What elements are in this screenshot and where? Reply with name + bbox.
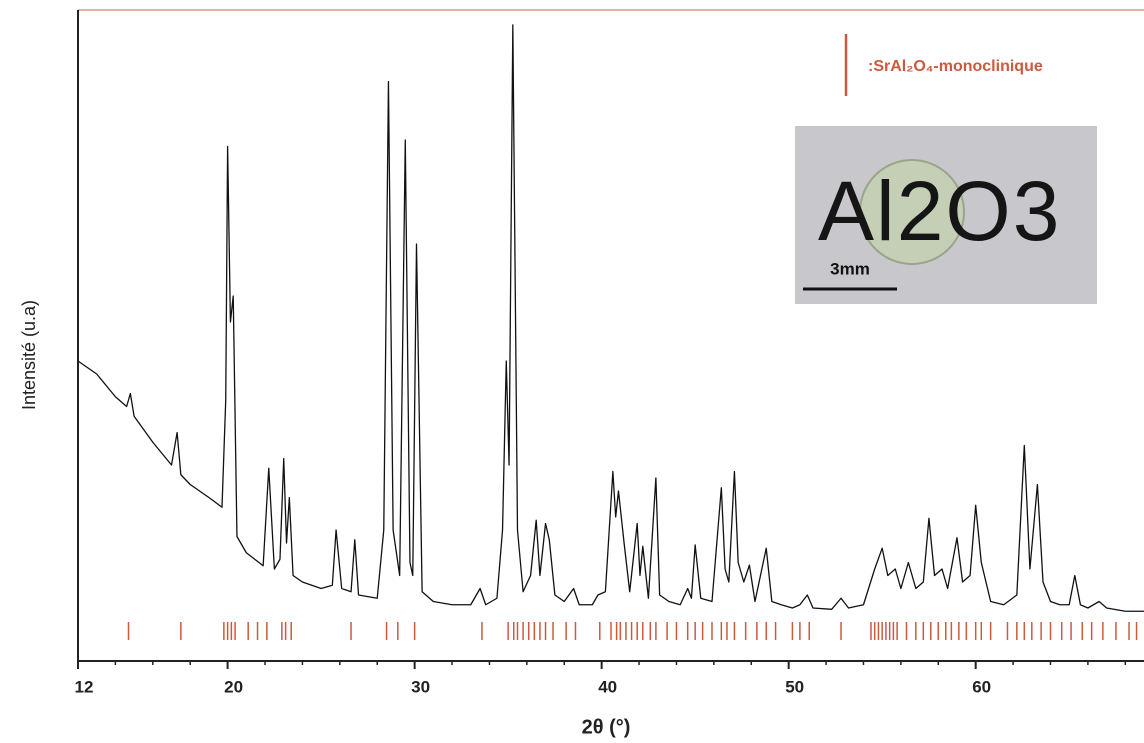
legend-label: :SrAl₂O₄-monoclinique bbox=[868, 58, 1043, 75]
inset-photo: Al2O3 3mm bbox=[795, 126, 1097, 304]
x-tick-label: 40 bbox=[598, 677, 617, 696]
x-tick-label: 20 bbox=[224, 677, 243, 696]
x-tick-label: 12 bbox=[75, 677, 94, 696]
y-axis-label: Intensité (u.a) bbox=[19, 300, 39, 410]
x-tick-label: 50 bbox=[785, 677, 804, 696]
photo-sample bbox=[859, 159, 965, 265]
x-tick-label: 60 bbox=[972, 677, 991, 696]
photo-label: Al2O3 bbox=[818, 164, 1061, 258]
pattern-line bbox=[77, 24, 1144, 612]
x-axis-label: 2θ (°) bbox=[582, 716, 631, 738]
scale-bar-label: 3mm bbox=[830, 259, 870, 278]
x-tick-label: 30 bbox=[411, 677, 430, 696]
